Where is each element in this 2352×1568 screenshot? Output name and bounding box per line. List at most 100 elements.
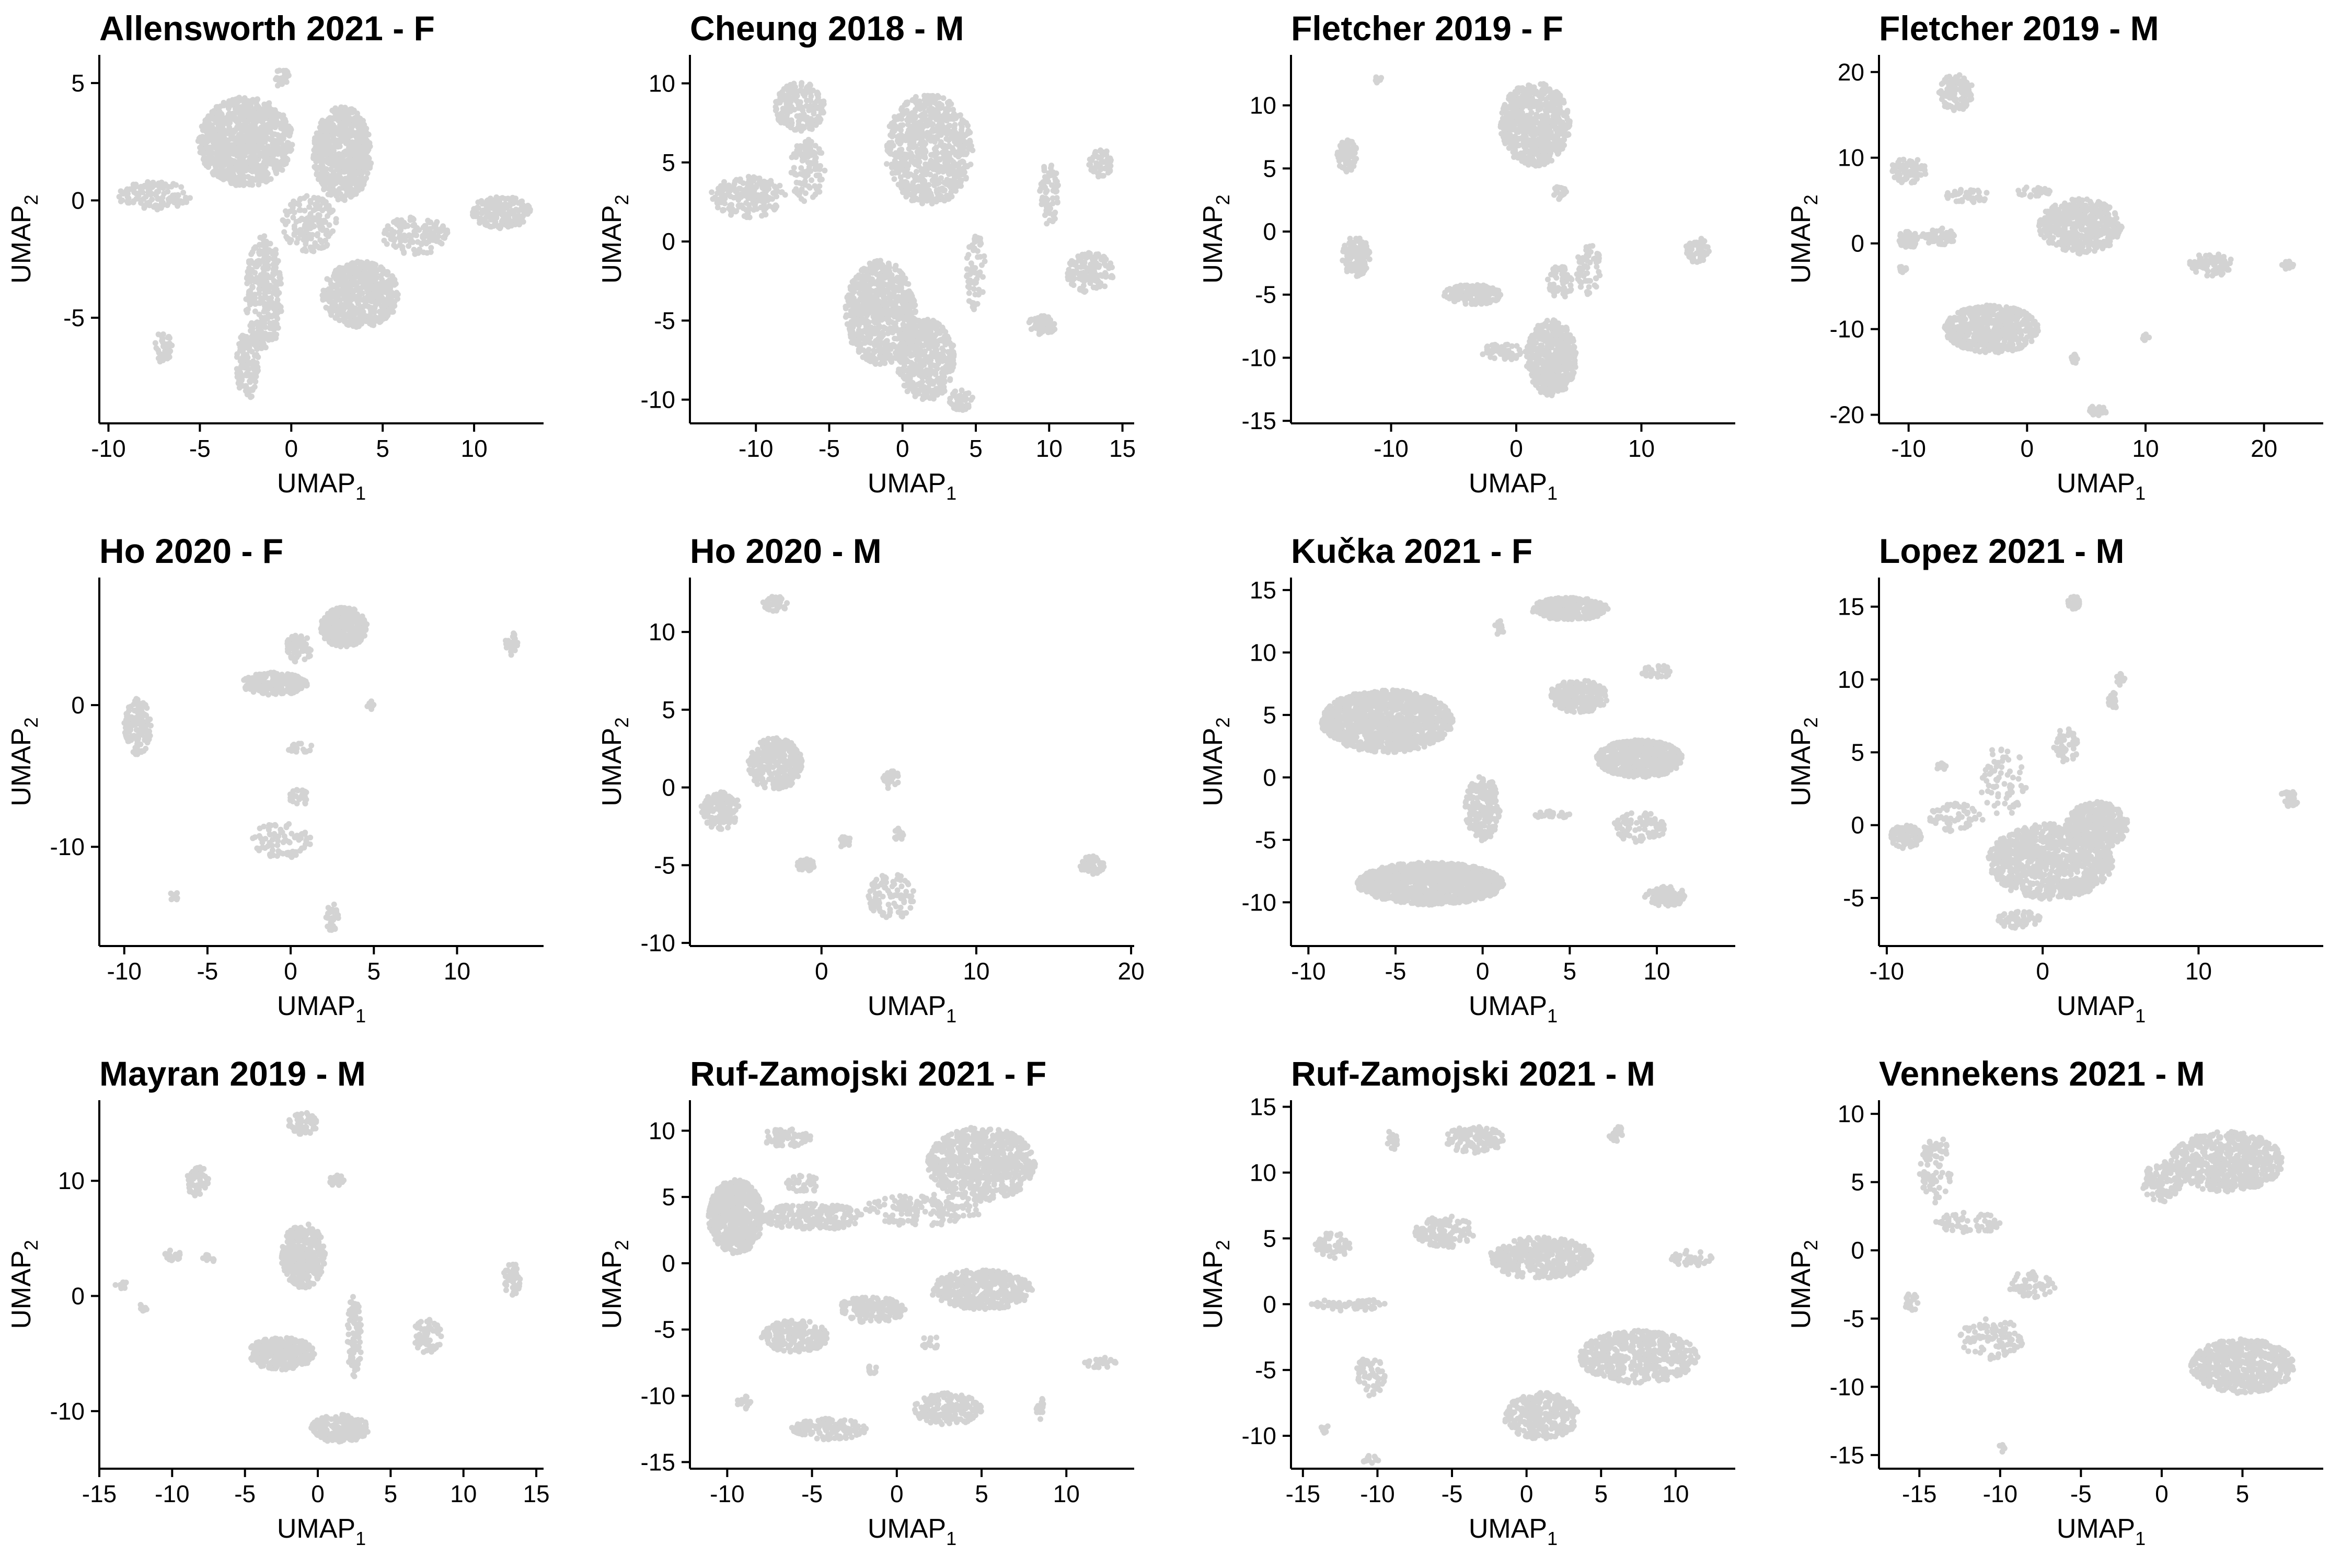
data-point [958, 183, 964, 189]
data-point [332, 315, 339, 321]
data-point [866, 326, 872, 332]
data-point [180, 190, 187, 195]
data-point [150, 179, 156, 186]
data-point [249, 349, 255, 355]
data-point [217, 128, 223, 134]
data-point [336, 160, 342, 166]
data-point [168, 183, 175, 190]
data-point [341, 169, 348, 175]
data-point [901, 293, 907, 299]
data-point [359, 126, 364, 133]
x-tick-label: -5 [189, 435, 211, 462]
data-point [261, 301, 268, 307]
data-point [395, 291, 401, 297]
data-point [921, 178, 928, 184]
data-point [207, 145, 214, 151]
data-point [239, 337, 246, 343]
data-point [891, 114, 897, 120]
data-point [325, 146, 331, 152]
data-point [894, 305, 900, 311]
data-point [320, 287, 327, 294]
data-point [890, 343, 896, 349]
data-point [893, 160, 900, 166]
data-point [392, 218, 398, 225]
data-point [256, 258, 262, 264]
data-point [892, 278, 898, 284]
data-point [226, 145, 232, 152]
data-point [511, 198, 517, 203]
data-point [244, 364, 250, 370]
data-point [919, 197, 926, 203]
data-point [390, 231, 396, 237]
data-point [899, 366, 905, 373]
data-point [312, 153, 318, 159]
data-point [236, 116, 242, 122]
data-point [316, 165, 322, 171]
data-point [886, 317, 892, 324]
data-point [863, 351, 869, 357]
data-point [860, 328, 867, 335]
data-point [952, 174, 958, 180]
data-point [273, 170, 280, 176]
data-point [158, 199, 165, 205]
data-point [359, 186, 365, 192]
data-point [345, 134, 351, 141]
data-point [891, 176, 897, 182]
data-point [908, 128, 914, 134]
data-point [214, 153, 220, 159]
y-axis-label-subscript: 2 [20, 194, 42, 205]
data-point [237, 97, 244, 103]
data-point [345, 267, 352, 273]
data-point [257, 235, 263, 240]
data-point [949, 367, 955, 373]
data-point [254, 263, 260, 270]
data-point [166, 199, 172, 205]
data-point [343, 148, 349, 154]
data-point [336, 165, 342, 171]
data-point [178, 184, 185, 190]
data-point [336, 130, 342, 136]
data-point [262, 139, 268, 145]
data-point [401, 249, 407, 255]
data-point [253, 370, 260, 376]
data-point [248, 133, 254, 139]
x-tick-label: 0 [284, 435, 298, 462]
panel-title: Allensworth 2021 - F [99, 9, 435, 48]
data-point [257, 142, 263, 148]
data-point [896, 148, 903, 155]
data-point [202, 141, 208, 147]
data-point [953, 188, 959, 194]
data-point [340, 307, 347, 313]
data-point [872, 325, 878, 331]
data-point [358, 285, 364, 292]
data-point [315, 231, 321, 237]
data-point [253, 162, 260, 168]
data-point [253, 119, 259, 125]
data-point [349, 139, 355, 145]
data-point [278, 304, 284, 310]
data-point [903, 184, 909, 190]
data-point [944, 178, 950, 184]
data-point [325, 233, 331, 239]
data-point [125, 195, 132, 201]
data-point [215, 139, 222, 145]
data-point [927, 376, 932, 382]
data-point [254, 319, 260, 325]
data-point [265, 312, 271, 318]
data-point [280, 217, 286, 223]
data-point [937, 142, 943, 148]
data-point [498, 203, 504, 209]
data-point [267, 320, 273, 327]
data-point [898, 116, 905, 122]
data-point [207, 129, 214, 135]
data-point [218, 116, 225, 122]
data-point [923, 371, 929, 377]
data-point [917, 371, 924, 377]
data-point [946, 170, 952, 176]
data-point [337, 279, 343, 285]
data-point [502, 196, 508, 202]
data-point [509, 210, 514, 216]
data-point [932, 173, 939, 179]
data-point [920, 331, 927, 337]
data-point [236, 132, 242, 138]
